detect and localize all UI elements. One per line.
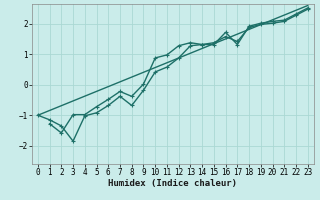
- X-axis label: Humidex (Indice chaleur): Humidex (Indice chaleur): [108, 179, 237, 188]
